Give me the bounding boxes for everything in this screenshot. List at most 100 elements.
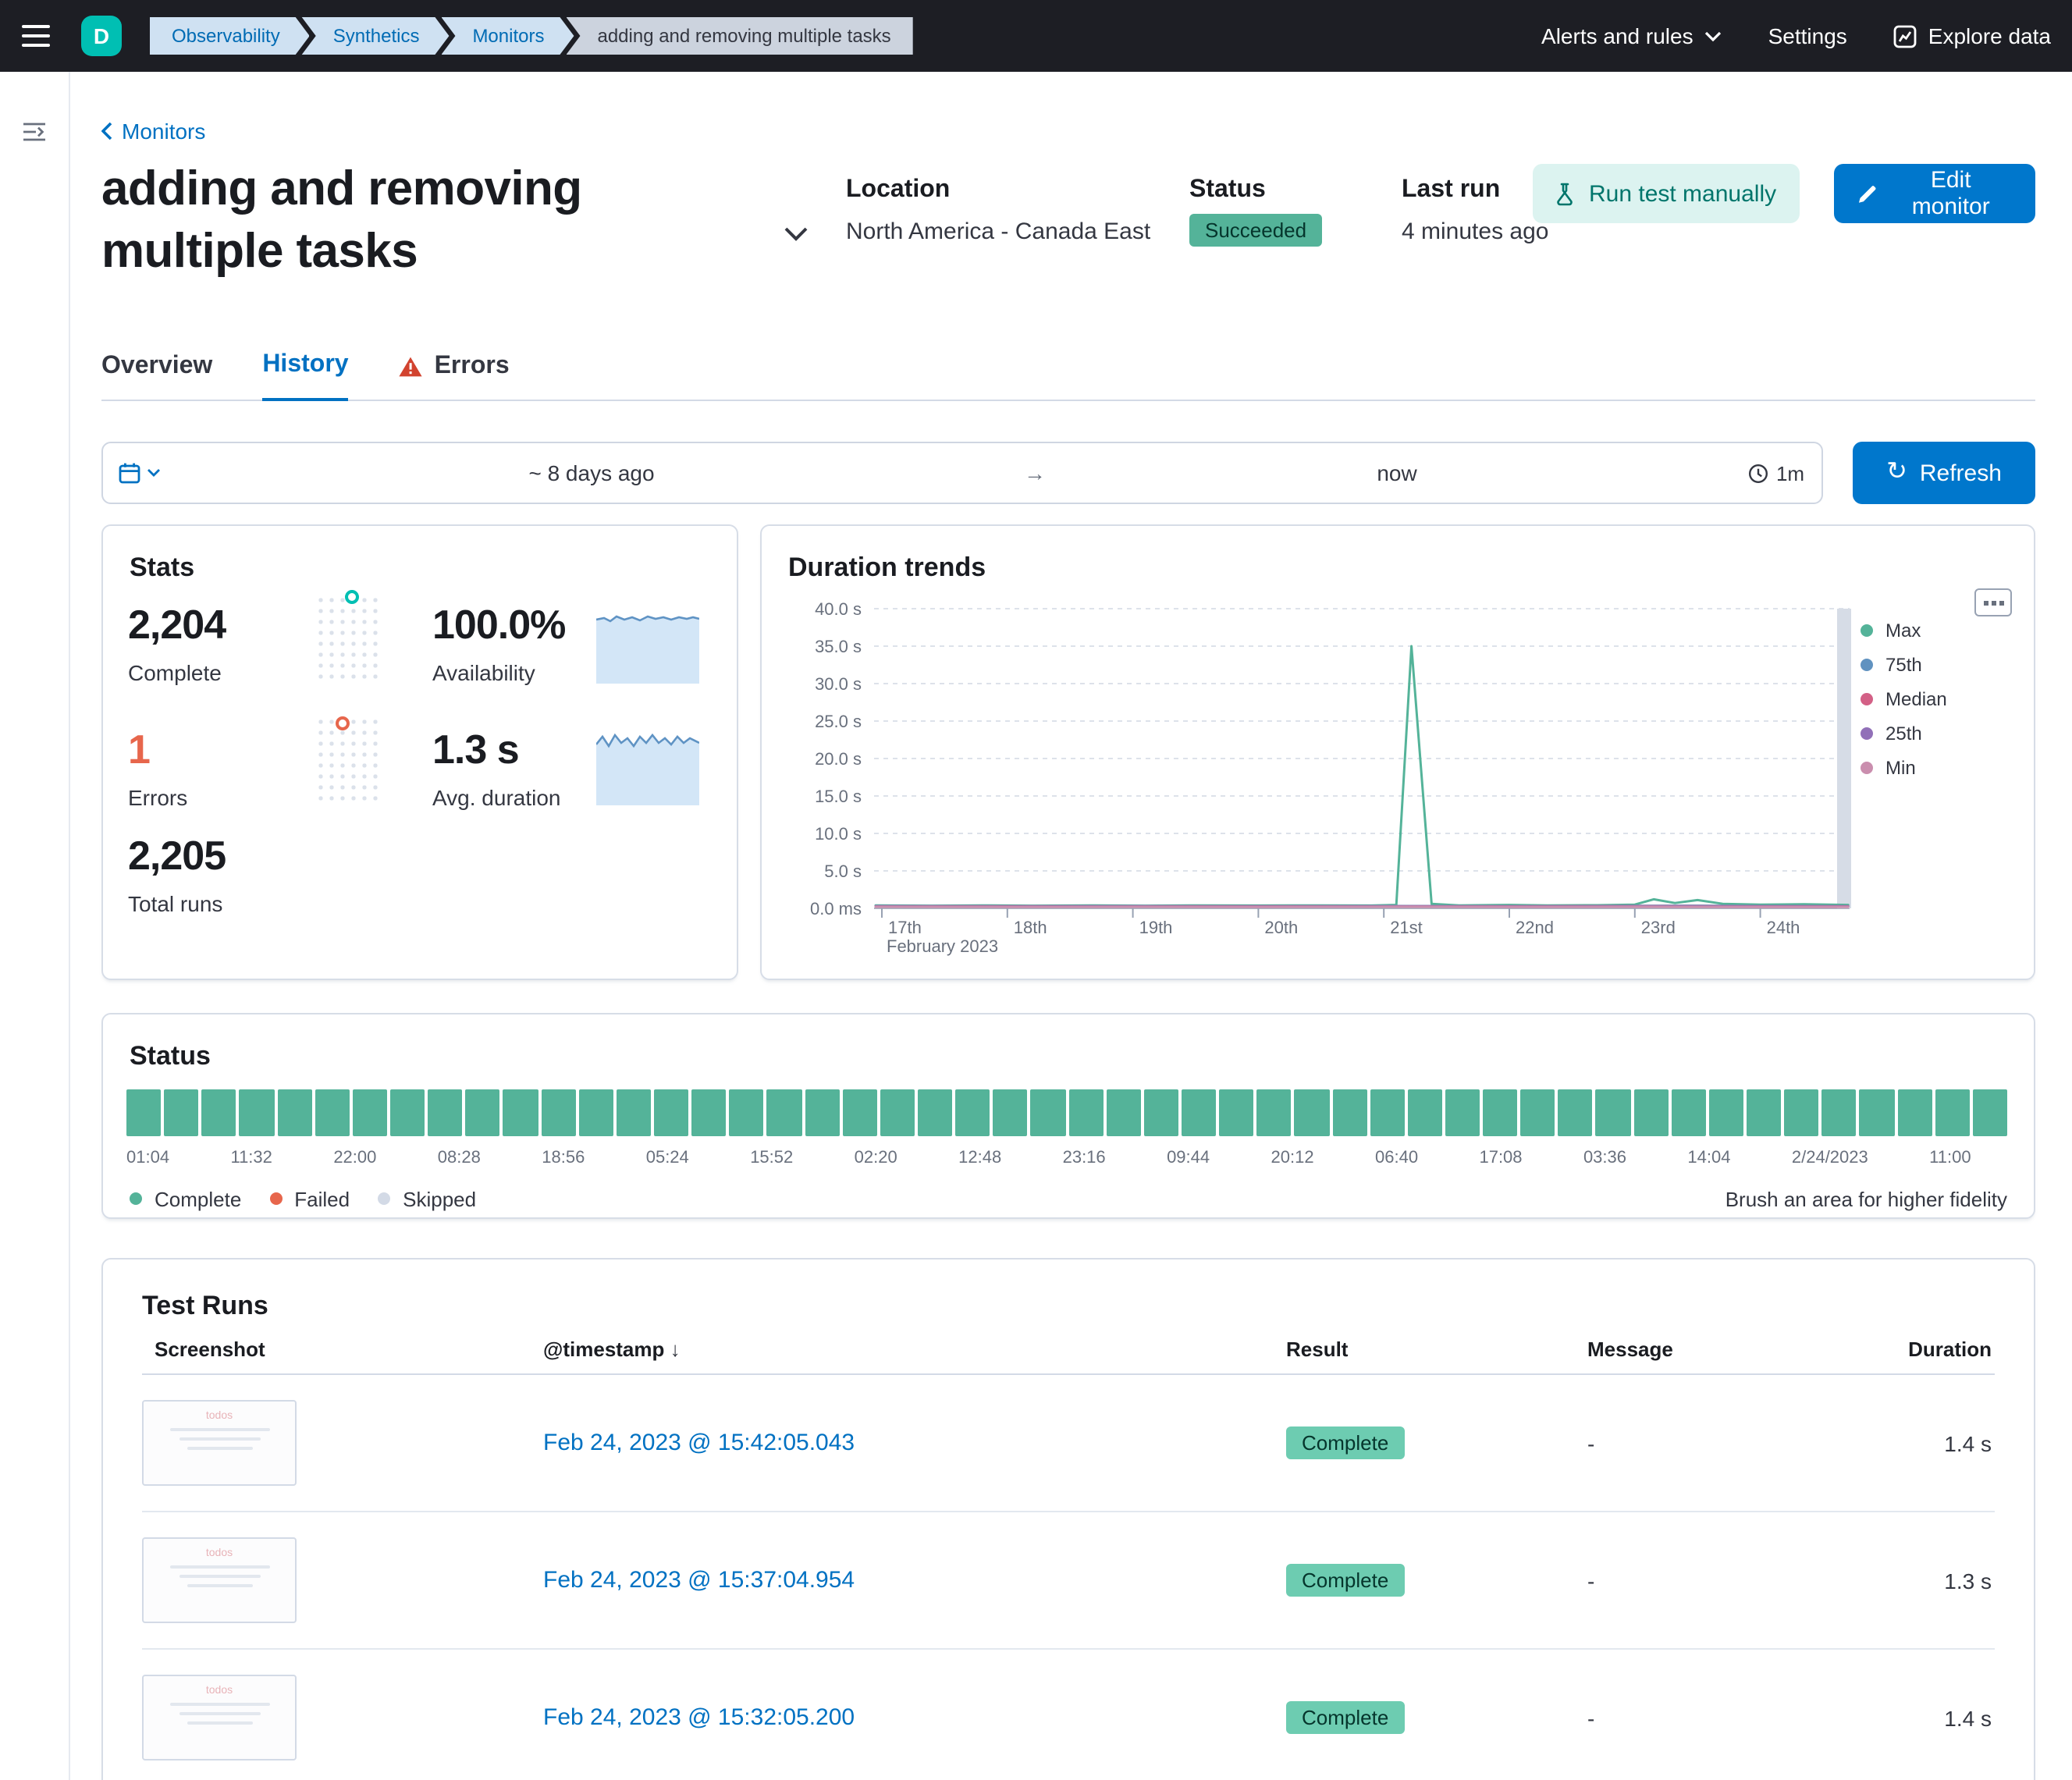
status-cell-complete[interactable] bbox=[729, 1089, 764, 1136]
main-content: Monitors adding and removing multiple ta… bbox=[70, 72, 2072, 1780]
status-cell-complete[interactable] bbox=[880, 1089, 915, 1136]
status-cell-complete[interactable] bbox=[955, 1089, 990, 1136]
status-cell-complete[interactable] bbox=[1256, 1089, 1292, 1136]
status-strip[interactable] bbox=[126, 1089, 2008, 1136]
status-cell-complete[interactable] bbox=[1483, 1089, 1518, 1136]
duration-chart-svg[interactable]: 0.0 ms 5.0 s 10.0 s 15.0 s 20.0 s 25.0 s 30.0 … bbox=[762, 526, 2037, 982]
status-cell-complete[interactable] bbox=[842, 1089, 877, 1136]
status-cell-complete[interactable] bbox=[1294, 1089, 1329, 1136]
column-header-duration[interactable]: Duration bbox=[1908, 1338, 1992, 1361]
legend-label: Skipped bbox=[403, 1187, 477, 1210]
status-cell-complete[interactable] bbox=[1784, 1089, 1819, 1136]
status-cell-complete[interactable] bbox=[1445, 1089, 1480, 1136]
status-cell-complete[interactable] bbox=[126, 1089, 162, 1136]
status-cell-complete[interactable] bbox=[1106, 1089, 1141, 1136]
message-cell: - bbox=[1587, 1568, 1595, 1593]
legend-item[interactable]: Max bbox=[1861, 613, 1947, 648]
legend-item[interactable]: 25th bbox=[1861, 716, 1947, 751]
status-cell-complete[interactable] bbox=[1143, 1089, 1178, 1136]
status-cell-complete[interactable] bbox=[578, 1089, 613, 1136]
status-cell-complete[interactable] bbox=[1219, 1089, 1254, 1136]
breadcrumb-item[interactable]: Monitors bbox=[441, 17, 574, 55]
status-cell-complete[interactable] bbox=[1897, 1089, 1932, 1136]
back-to-monitors-link[interactable]: Monitors bbox=[101, 119, 205, 144]
edit-monitor-button[interactable]: Edit monitor bbox=[1834, 164, 2035, 223]
status-cell-complete[interactable] bbox=[917, 1089, 953, 1136]
status-cell-complete[interactable] bbox=[805, 1089, 840, 1136]
breadcrumb-item[interactable]: Synthetics bbox=[302, 17, 450, 55]
status-cell-complete[interactable] bbox=[1030, 1089, 1066, 1136]
legend-label: Median bbox=[1885, 688, 1947, 710]
column-header-result[interactable]: Result bbox=[1286, 1338, 1349, 1361]
status-cell-complete[interactable] bbox=[164, 1089, 199, 1136]
legend-item[interactable]: 75th bbox=[1861, 648, 1947, 682]
column-header-message[interactable]: Message bbox=[1587, 1338, 1673, 1361]
quick-select-button[interactable] bbox=[103, 443, 176, 503]
monitor-select-button[interactable] bbox=[784, 223, 809, 247]
column-header-timestamp[interactable]: @timestamp ↓ bbox=[543, 1338, 681, 1361]
status-cell-complete[interactable] bbox=[1181, 1089, 1217, 1136]
status-cell-complete[interactable] bbox=[389, 1089, 425, 1136]
screenshot-thumbnail[interactable]: todos bbox=[142, 1537, 297, 1623]
status-cell-complete[interactable] bbox=[1671, 1089, 1706, 1136]
status-cell-complete[interactable] bbox=[691, 1089, 727, 1136]
refresh-interval-button[interactable]: 1m bbox=[1731, 443, 1821, 503]
status-cell-complete[interactable] bbox=[1370, 1089, 1405, 1136]
tab-overview[interactable]: Overview bbox=[101, 352, 213, 378]
legend-dot bbox=[1861, 727, 1873, 740]
status-cell-complete[interactable] bbox=[1708, 1089, 1744, 1136]
status-cell-complete[interactable] bbox=[1558, 1089, 1593, 1136]
start-date-button[interactable]: ~ 8 days ago bbox=[176, 443, 1007, 503]
status-cell-complete[interactable] bbox=[993, 1089, 1028, 1136]
test-run-timestamp-link[interactable]: Feb 24, 2023 @ 15:37:04.954 bbox=[543, 1567, 855, 1593]
status-cell-complete[interactable] bbox=[1859, 1089, 1895, 1136]
test-runs-body: todos Feb 24, 2023 @ 15:42:05.043 Complete… bbox=[142, 1375, 1995, 1780]
status-axis-label: 2/24/2023 bbox=[1791, 1149, 1868, 1167]
status-legend-item: Complete bbox=[130, 1186, 241, 1211]
menu-button[interactable] bbox=[22, 19, 62, 53]
status-cell-complete[interactable] bbox=[503, 1089, 538, 1136]
status-cell-complete[interactable] bbox=[352, 1089, 387, 1136]
status-cell-complete[interactable] bbox=[1407, 1089, 1442, 1136]
expand-nav-button[interactable] bbox=[17, 119, 52, 150]
status-cell-complete[interactable] bbox=[1935, 1089, 1970, 1136]
space-avatar[interactable]: D bbox=[81, 16, 122, 56]
status-cell-complete[interactable] bbox=[201, 1089, 236, 1136]
tab-errors[interactable]: Errors bbox=[399, 351, 510, 400]
availability-sparkline bbox=[596, 615, 699, 684]
status-cell-complete[interactable] bbox=[1633, 1089, 1669, 1136]
legend-item[interactable]: Min bbox=[1861, 751, 1947, 785]
status-cell-complete[interactable] bbox=[1747, 1089, 1782, 1136]
status-cell-complete[interactable] bbox=[1520, 1089, 1555, 1136]
explore-data-link[interactable]: Explore data bbox=[1894, 23, 2051, 48]
status-cell-complete[interactable] bbox=[1821, 1089, 1857, 1136]
run-test-button[interactable]: Run test manually bbox=[1533, 164, 1800, 223]
refresh-button[interactable]: ↻ Refresh bbox=[1853, 442, 2035, 504]
screenshot-thumbnail[interactable]: todos bbox=[142, 1675, 297, 1760]
test-run-timestamp-link[interactable]: Feb 24, 2023 @ 15:32:05.200 bbox=[543, 1704, 855, 1731]
status-cell-complete[interactable] bbox=[616, 1089, 651, 1136]
status-cell-complete[interactable] bbox=[766, 1089, 802, 1136]
status-cell-complete[interactable] bbox=[1972, 1089, 2008, 1136]
status-cell-complete[interactable] bbox=[315, 1089, 350, 1136]
status-cell-complete[interactable] bbox=[1332, 1089, 1367, 1136]
status-cell-complete[interactable] bbox=[1595, 1089, 1631, 1136]
column-header-screenshot[interactable]: Screenshot bbox=[155, 1338, 265, 1361]
chevron-down-icon bbox=[147, 469, 160, 477]
breadcrumb-item[interactable]: Observability bbox=[150, 17, 310, 55]
status-cell-complete[interactable] bbox=[465, 1089, 500, 1136]
status-cell-complete[interactable] bbox=[239, 1089, 275, 1136]
settings-link[interactable]: Settings bbox=[1768, 23, 1847, 48]
screenshot-thumbnail[interactable]: todos bbox=[142, 1400, 297, 1486]
status-cell-complete[interactable] bbox=[428, 1089, 463, 1136]
panel-options-button[interactable] bbox=[1974, 588, 2012, 616]
status-cell-complete[interactable] bbox=[1068, 1089, 1104, 1136]
tab-history[interactable]: History bbox=[262, 351, 349, 401]
legend-item[interactable]: Median bbox=[1861, 682, 1947, 716]
end-date-button[interactable]: now bbox=[1063, 443, 1731, 503]
status-cell-complete[interactable] bbox=[277, 1089, 312, 1136]
alerts-and-rules-menu[interactable]: Alerts and rules bbox=[1541, 23, 1722, 48]
status-cell-complete[interactable] bbox=[541, 1089, 576, 1136]
test-run-timestamp-link[interactable]: Feb 24, 2023 @ 15:42:05.043 bbox=[543, 1430, 855, 1456]
status-cell-complete[interactable] bbox=[653, 1089, 689, 1136]
